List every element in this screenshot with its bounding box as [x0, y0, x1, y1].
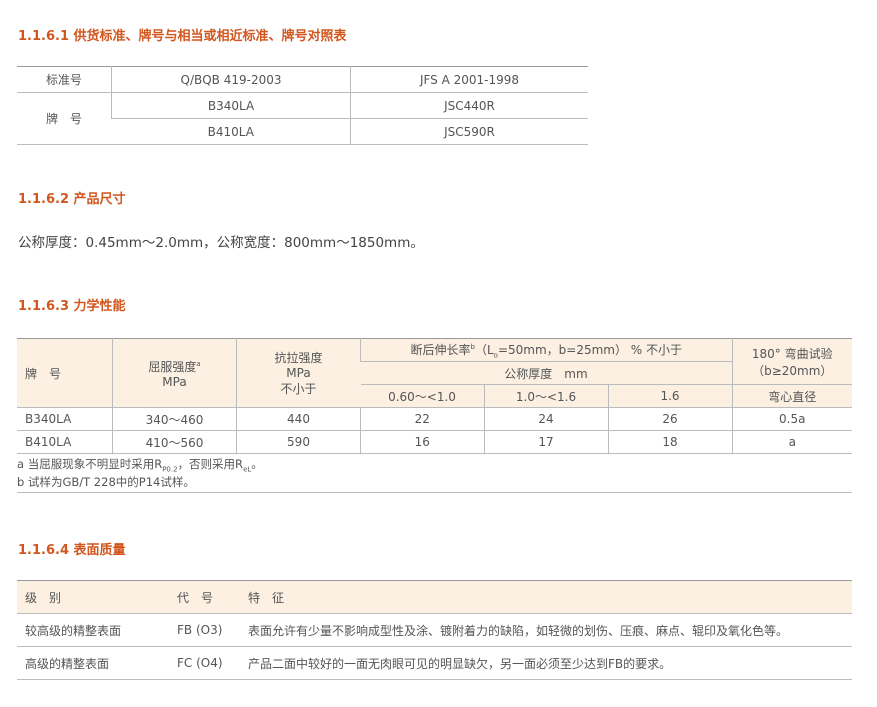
cell: 22: [360, 407, 484, 431]
cell: 屈服强度a MPa: [112, 338, 237, 408]
cell: Q/BQB 419-2003: [111, 66, 351, 93]
cell: FB (O3): [169, 613, 240, 647]
cell: 特 征: [240, 580, 852, 614]
section-title: 1.1.6.3 力学性能: [18, 299, 126, 314]
cell: 590: [236, 430, 361, 454]
surface-table: 级 别代 号特 征 较高级的精整表面 FB (O3) 表面允许有少量不影响成型性及涂…: [17, 580, 852, 680]
footnotes: a 当屈服现象不明显时采用RP0.2，否则采用ReL。 b 试样为GB/T 22…: [17, 457, 852, 494]
cell: 0.60～<1.0: [360, 384, 484, 408]
cell: FC (O4): [169, 646, 240, 680]
cell: 代 号: [169, 580, 240, 614]
table-row: B340LA 340～460 440 22 24 26 0.5a: [17, 407, 852, 431]
cell: 表面允许有少量不影响成型性及涂、镀附着力的缺陷，如轻微的划伤、压痕、麻点、辊印及…: [240, 613, 852, 647]
section-title: 1.1.6.1 供货标准、牌号与相当或相近标准、牌号对照表: [18, 29, 347, 44]
cell: 高级的精整表面: [17, 646, 169, 680]
cell: 180° 弯曲试验 （b≥20mm）: [731, 338, 852, 385]
cell: 抗拉强度 MPa 不小于: [236, 338, 361, 408]
cell: JSC440R: [350, 92, 588, 119]
cell: 牌 号: [17, 338, 113, 408]
cell: a: [731, 430, 852, 454]
footnote-a: a 当屈服现象不明显时采用RP0.2，否则采用ReL。: [17, 457, 263, 474]
cell: B340LA: [17, 407, 113, 431]
cell: 较高级的精整表面: [17, 613, 169, 647]
cell: B410LA: [17, 430, 113, 454]
cell: B410LA: [111, 118, 351, 145]
cell: 公称厚度 mm: [360, 361, 732, 385]
cell: 1.6: [607, 384, 732, 408]
cell: 1.0～<1.6: [483, 384, 608, 408]
table-row: 高级的精整表面 FC (O4) 产品二面中较好的一面无肉眼可见的明显缺欠，另一面必须…: [17, 646, 852, 680]
section-title: 1.1.6.4 表面质量: [18, 543, 126, 558]
table-row: 较高级的精整表面 FB (O3) 表面允许有少量不影响成型性及涂、镀附着力的缺陷，如…: [17, 613, 852, 647]
cell: 18: [607, 430, 732, 454]
cell: 340～460: [112, 407, 237, 431]
cell: 16: [360, 430, 484, 454]
standard-table: 标准号 Q/BQB 419-2003 JFS A 2001-1998 牌 号 B340…: [17, 66, 588, 145]
cell: JSC590R: [350, 118, 588, 145]
cell: JFS A 2001-1998: [350, 66, 588, 93]
cell: 断后伸长率b（Lo=50mm，b=25mm） % 不小于: [360, 338, 732, 362]
cell: 弯心直径: [731, 384, 852, 408]
cell: 17: [483, 430, 608, 454]
cell: 标准号: [17, 66, 112, 93]
mechanical-table: 牌 号 屈服强度a MPa 抗拉强度 MPa 不小于 断后伸长率b（Lo=50mm，b…: [17, 338, 852, 454]
size-text: 公称厚度：0.45mm～2.0mm，公称宽度：800mm～1850mm。: [18, 235, 424, 251]
cell: 级 别: [17, 580, 169, 614]
table-row: B410LA 410～560 590 16 17 18 a: [17, 430, 852, 454]
cell: 24: [483, 407, 608, 431]
section-title: 1.1.6.2 产品尺寸: [18, 192, 126, 207]
cell: 26: [607, 407, 732, 431]
cell: 440: [236, 407, 361, 431]
cell: B340LA: [111, 92, 351, 119]
footnote-b: b 试样为GB/T 228中的P14试样。: [17, 475, 195, 490]
cell: 410～560: [112, 430, 237, 454]
cell: 0.5a: [731, 407, 852, 431]
cell: 产品二面中较好的一面无肉眼可见的明显缺欠，另一面必须至少达到FB的要求。: [240, 646, 852, 680]
cell: 牌 号: [17, 92, 112, 145]
